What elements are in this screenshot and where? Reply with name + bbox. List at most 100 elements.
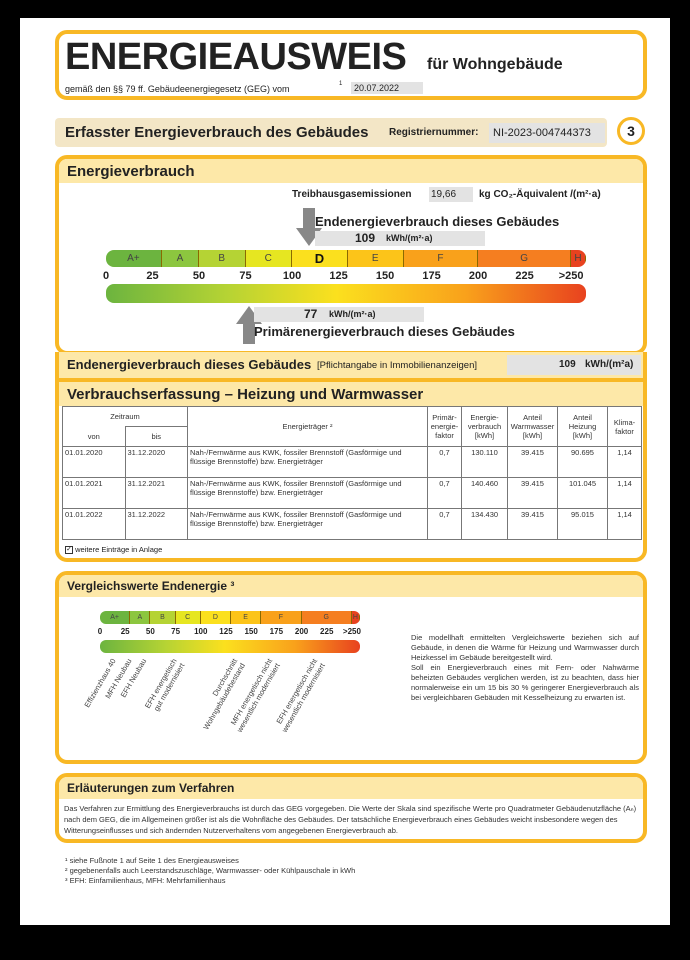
energy-class-E: E — [347, 250, 404, 267]
energy-class-F: F — [261, 611, 302, 624]
scale-tick: 150 — [375, 270, 395, 282]
energy-class-B: B — [199, 250, 246, 267]
energy-class-H: H — [351, 611, 360, 624]
consumption-table: Zeitraum Energieträger ² Primär-energie-… — [62, 406, 642, 540]
cell-traeger: Nah-/Fernwärme aus KWK, fossiler Brennst… — [187, 446, 428, 478]
section-title: Erfasster Energieverbrauch des Gebäudes — [65, 124, 369, 141]
scale-tick: 175 — [422, 270, 441, 282]
section-header: Erläuterungen zum Verfahren — [59, 777, 643, 799]
scale-ticks: 0 25 50 75 100 125 150 175 200 225 >250 — [102, 270, 586, 284]
scale-tick: 225 — [515, 270, 534, 282]
scale-tick: 50 — [145, 627, 155, 636]
footnote: ² gegebenenfalls auch Leerstandszuschläg… — [65, 866, 356, 875]
col-zeitraum: Zeitraum — [62, 406, 188, 427]
scale-tick: 200 — [294, 627, 309, 636]
cell-traeger: Nah-/Fernwärme aus KWK, fossiler Brennst… — [187, 508, 428, 540]
final-energy-value: 109 — [355, 231, 376, 245]
col-hz: Anteil Heizung [kWh] — [557, 406, 608, 447]
comparison-text: Die modellhaft ermittelten Vergleichswer… — [411, 633, 639, 702]
col-traeger: Energieträger ² — [187, 406, 428, 447]
consumption-record-box: Verbrauchserfassung – Heizung und Warmwa… — [55, 378, 647, 562]
cell-verbrauch: 140.460 — [461, 477, 508, 509]
scale-tick: 0 — [102, 270, 110, 282]
scale-tick: >250 — [558, 270, 584, 282]
title-box: ENERGIEAUSWEIS für Wohngebäude gemäß den… — [55, 30, 647, 100]
final-energy-unit: kWh/(m²·a) — [386, 233, 433, 243]
law-sup: 1 — [339, 81, 343, 87]
final-energy-row-unit: kWh/(m²a) — [585, 359, 634, 370]
reg-label: Registriernummer: — [389, 127, 479, 138]
cell-ww: 39.415 — [507, 477, 558, 509]
footnote: ³ EFH: Einfamilienhaus, MFH: Mehrfamilie… — [65, 876, 226, 885]
energy-class-G: G — [478, 250, 572, 267]
title: ENERGIEAUSWEIS — [65, 36, 407, 78]
section-header: Energieverbrauch — [59, 159, 643, 183]
cell-bis: 31.12.2021 — [124, 477, 188, 509]
scale-tick: 50 — [192, 270, 206, 282]
cell-ww: 39.415 — [507, 446, 558, 478]
energy-class-G: G — [301, 611, 352, 624]
col-von: von — [62, 426, 126, 447]
reg-number: NI-2023-004744373 — [489, 123, 605, 143]
cell-von: 01.01.2021 — [62, 477, 126, 509]
cell-faktor: 0,7 — [427, 446, 462, 478]
scale-tick: 125 — [219, 627, 233, 636]
cell-faktor: 0,7 — [427, 477, 462, 509]
cell-bis: 31.12.2020 — [124, 446, 188, 478]
energy-consumption-box: Energieverbrauch Treibhausgasemissionen … — [55, 155, 647, 355]
cell-klima: 1,14 — [607, 477, 642, 509]
table-row: 01.01.2020 31.12.2020 Nah-/Fernwärme aus K… — [62, 446, 642, 478]
section-header: Verbrauchserfassung – Heizung und Warmwa… — [59, 382, 643, 406]
footnotes: ¹ siehe Fußnote 1 auf Seite 1 des Energi… — [65, 856, 355, 886]
table-row: 01.01.2021 31.12.2021 Nah-/Fernwärme aus K… — [62, 477, 642, 509]
scale-tick: 175 — [269, 627, 284, 636]
primary-energy-unit: kWh/(m²·a) — [329, 309, 376, 319]
col-verbrauch: Energie-verbrauch [kWh] — [461, 406, 508, 447]
footnote: ¹ siehe Fußnote 1 auf Seite 1 des Energi… — [65, 856, 239, 865]
more-entries-checkbox[interactable]: ✓ — [65, 546, 73, 555]
energy-class-A+: A+ — [100, 611, 131, 624]
final-energy-row-box — [507, 355, 641, 375]
page-number-badge: 3 — [617, 117, 645, 145]
scale-tick: 200 — [468, 270, 488, 282]
scale-tick: 100 — [194, 627, 208, 636]
scale-tick: 25 — [120, 627, 130, 636]
cell-bis: 31.12.2022 — [124, 508, 188, 540]
more-entries: ✓ weitere Einträge in Anlage — [65, 545, 162, 555]
gradient-bar — [106, 284, 586, 303]
registration-bar: Erfasster Energieverbrauch des Gebäudes … — [55, 118, 607, 147]
energy-class-scale: A+ A B C D E F G H — [106, 250, 586, 267]
scale-tick: 25 — [146, 270, 159, 282]
energy-class-D: D — [292, 250, 348, 267]
page-number: 3 — [627, 123, 635, 139]
table-row: 01.01.2022 31.12.2022 Nah-/Fernwärme aus K… — [62, 508, 642, 540]
scale-tick: >250 — [342, 627, 361, 636]
primary-energy-value-box — [254, 307, 424, 322]
ghg-label: Treibhausgasemissionen — [292, 189, 412, 200]
energy-class-A: A — [161, 250, 200, 267]
comparison-ticks: 0 25 50 75 100 125 150 175 200 225 >250 — [98, 627, 361, 637]
energy-class-H: H — [571, 250, 586, 267]
final-energy-label: Endenergieverbrauch dieses Gebäudes — [315, 214, 560, 229]
mandatory-note: [Pflichtangabe in Immobilienanzeigen] — [317, 360, 478, 371]
scale-tick: 150 — [244, 627, 258, 636]
col-bis: bis — [124, 426, 188, 447]
ghg-unit: kg CO₂-Äquivalent /(m²·a) — [479, 189, 601, 200]
cell-hz: 95.015 — [557, 508, 608, 540]
reference-label: EFH energetisch nicht wesentlich moderni… — [274, 657, 328, 734]
issue-date: 20.07.2022 — [351, 82, 423, 94]
cell-von: 01.01.2022 — [62, 508, 126, 540]
scale-tick: 225 — [320, 627, 334, 636]
cell-von: 01.01.2020 — [62, 446, 126, 478]
cell-hz: 90.695 — [557, 446, 608, 478]
reference-label: EFH energetisch gut modernisiert — [142, 657, 187, 713]
cell-verbrauch: 134.430 — [461, 508, 508, 540]
scale-tick: 100 — [282, 270, 302, 282]
subtitle: für Wohngebäude — [427, 56, 563, 73]
section-header: Vergleichswerte Endenergie ³ — [59, 575, 643, 597]
col-faktor: Primär-energie-faktor — [427, 406, 462, 447]
cell-traeger: Nah-/Fernwärme aus KWK, fossiler Brennst… — [187, 477, 428, 509]
energy-class-C: C — [175, 611, 201, 624]
energy-class-A+: A+ — [106, 250, 162, 267]
cell-klima: 1,14 — [607, 508, 642, 540]
